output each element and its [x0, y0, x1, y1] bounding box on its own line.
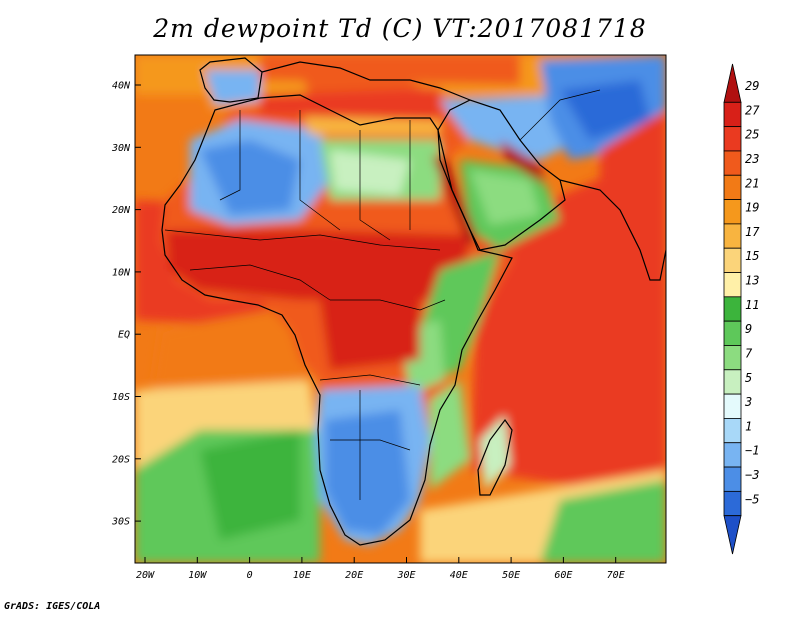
field-sind-green: [540, 480, 666, 563]
field-persian-gulf: [500, 140, 545, 185]
border-central: [330, 299, 446, 311]
plot-frame: [134, 54, 667, 564]
borders: [164, 89, 601, 500]
map-title: 2m dewpoint Td (C) VT:2017081718: [153, 14, 647, 43]
x-tick-label: 10W: [188, 570, 207, 581]
field-mediterranean: [260, 88, 440, 120]
colorbar-label: 15: [745, 249, 759, 263]
colorbar-label: 23: [745, 152, 759, 166]
x-tick-label: 40E: [450, 570, 468, 581]
coast-madagascar: [477, 418, 513, 496]
colorbar-label: 1: [745, 419, 752, 433]
x-tick-label: 10E: [293, 570, 311, 581]
field-middle-east: [440, 95, 580, 160]
field-iran-core: [560, 80, 650, 140]
field-sahara-west-core: [200, 140, 300, 215]
coast-arabia: [437, 99, 566, 251]
border-south-2: [330, 439, 411, 451]
colorbar-label: 7: [745, 346, 753, 360]
colorbar-swatch: [723, 466, 742, 492]
border-west: [189, 264, 331, 301]
field-satl-green2: [200, 430, 300, 540]
colorbar-label: −1: [745, 444, 759, 458]
colorbar-swatch: [723, 442, 742, 468]
border-1: [219, 110, 241, 201]
colorbar-bottom-arrow: [723, 515, 742, 555]
colorbar-label: 27: [745, 103, 760, 117]
coast-india: [559, 179, 666, 281]
colorbar-swatch: [723, 418, 742, 444]
colorbar-label: 13: [745, 274, 759, 288]
colorbar-label: 11: [745, 298, 759, 312]
colorbar-label: 29: [745, 79, 759, 93]
y-tick-label: 20N: [112, 205, 131, 216]
border-sahel: [164, 229, 441, 251]
colorbar-label: 5: [745, 371, 752, 385]
colorbar-label: 25: [745, 128, 759, 142]
x-tick-label: 60E: [554, 570, 572, 581]
colorbar-swatch: [723, 199, 742, 225]
border-me-1: [519, 89, 601, 141]
colorbar-swatch: [723, 101, 742, 128]
x-tick-label: 30E: [396, 570, 415, 581]
x-tick-label: 50E: [502, 570, 520, 581]
colorbar: 29 27 25 23 21 19 17 15 13 11 9 7 5 3 1 −1 −3 −5: [723, 63, 760, 555]
border-2: [299, 110, 341, 231]
x-tick-label: 20W: [136, 570, 155, 581]
field-india: [600, 110, 666, 300]
colorbar-label: 17: [745, 225, 760, 239]
field-mozambique: [430, 380, 470, 490]
x-tick-label: 70E: [607, 570, 625, 581]
axis-layer: 20W 10W 0 10E 20E 30E 40E 50E 60E 70E 40N 30N 20N 10N…: [111, 81, 625, 582]
colorbar-swatch: [723, 126, 742, 152]
field-sahel: [165, 230, 470, 300]
colorbar-swatch: [723, 393, 742, 419]
y-tick-label: 10S: [112, 392, 130, 403]
field-congo: [320, 290, 420, 370]
colorbar-swatch: [723, 296, 742, 322]
colorbar-swatch: [723, 272, 742, 298]
field-arabia-light: [470, 170, 540, 225]
colorbar-top-arrow: [723, 63, 742, 103]
border-south-1: [319, 374, 421, 386]
colorbar-label: 3: [744, 395, 752, 409]
y-tick-label: 10N: [112, 267, 131, 278]
coast-europe: [261, 61, 471, 101]
colorbar-swatch: [723, 150, 742, 176]
field-sahara-central-light: [330, 150, 410, 195]
field-europe: [260, 55, 520, 85]
field-southern-africa-core: [325, 410, 410, 535]
colorbar-swatch: [723, 345, 742, 371]
footer-credit: GrADS: IGES/COLA: [4, 601, 101, 612]
field-iberia: [205, 70, 260, 105]
border-3: [359, 130, 391, 241]
colorbar-swatch: [723, 369, 742, 395]
coastlines: [161, 57, 666, 546]
colorbar-swatch: [723, 247, 742, 273]
y-tick-label: 20S: [112, 454, 130, 465]
x-tick-label: 0: [247, 570, 253, 581]
colorbar-swatch: [723, 174, 742, 200]
colorbar-label: 19: [745, 201, 759, 215]
colorbar-swatch: [723, 490, 742, 517]
colorbar-label: −5: [745, 492, 759, 506]
y-tick-label: EQ: [118, 330, 130, 341]
y-tick-label: 40N: [112, 81, 131, 92]
x-tick-label: 20E: [345, 570, 363, 581]
field-layer: [135, 55, 666, 563]
colorbar-label: 9: [745, 322, 752, 336]
colorbar-swatch: [723, 320, 742, 346]
y-tick-label: 30N: [111, 143, 131, 154]
colorbar-swatch: [723, 223, 742, 249]
colorbar-label: 21: [745, 176, 759, 190]
colorbar-label: −3: [745, 468, 759, 482]
y-tick-label: 30S: [111, 517, 130, 528]
